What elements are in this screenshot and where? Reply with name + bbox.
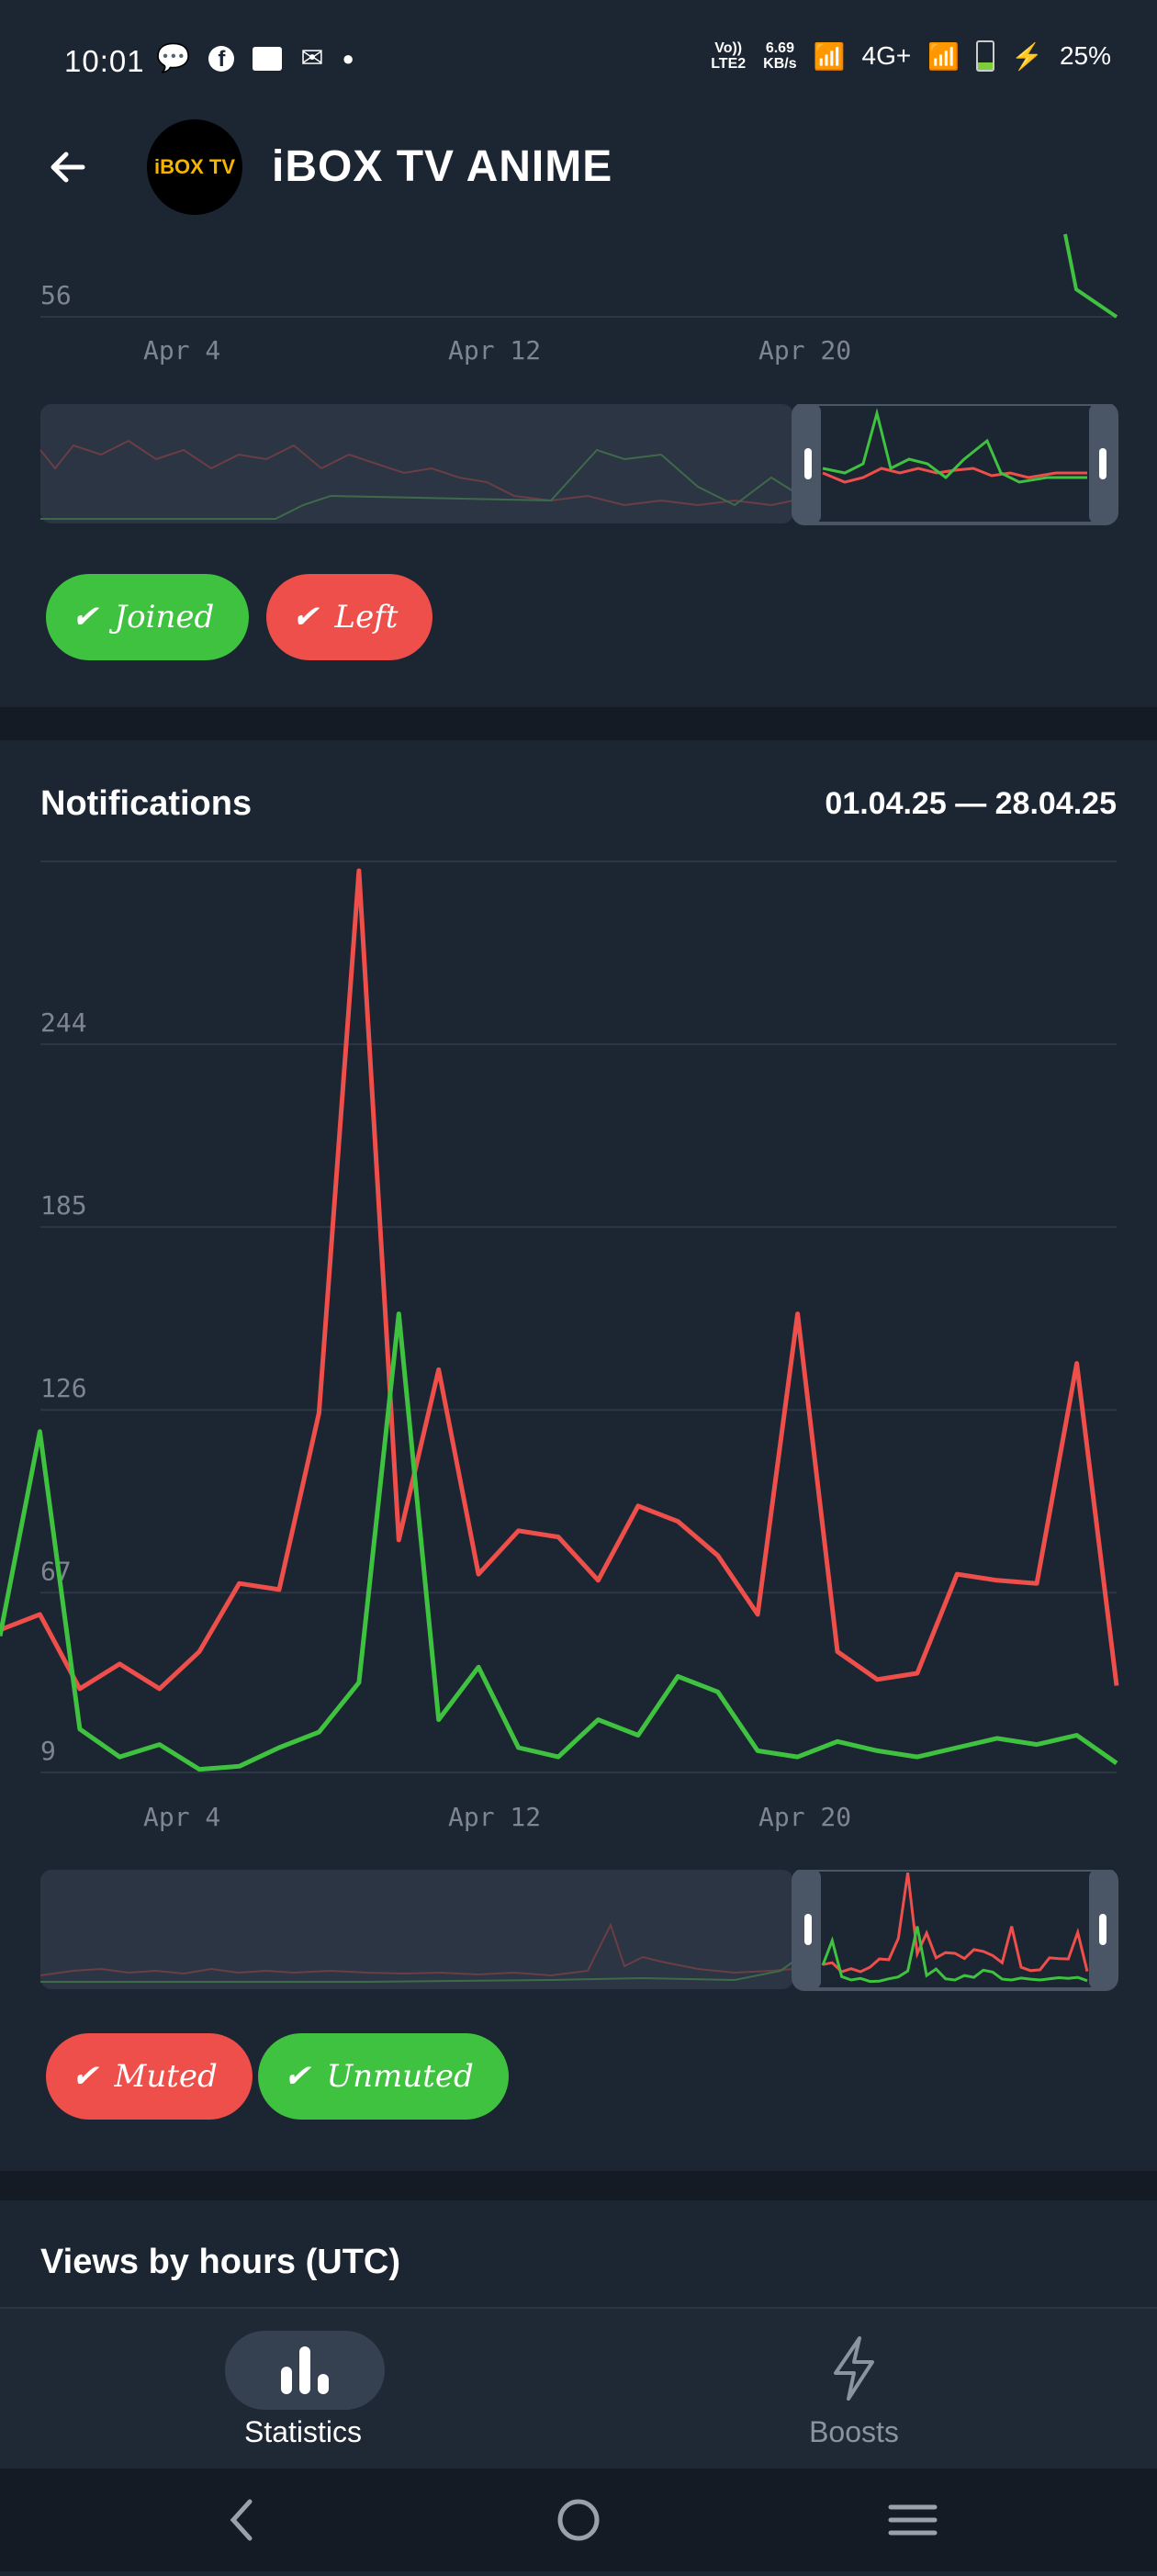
toggle-label: Unmuted (326, 2058, 474, 2095)
tab-boosts[interactable]: Boosts (578, 2309, 1157, 2470)
toggle-label: Joined (114, 599, 215, 636)
joined-toggle[interactable]: ✔ Joined (46, 574, 250, 660)
network-type: 4G+ (861, 41, 912, 70)
battery-icon (976, 40, 995, 72)
channel-title: iBOX TV ANIME (272, 142, 613, 191)
toggle-label: Left (334, 599, 399, 636)
series-line-unmuted (0, 1311, 1118, 1772)
notification-icons: 💬 f ✉ ● (156, 42, 354, 74)
joined-line (1063, 233, 1118, 319)
navigator-series-unmuted (821, 1926, 1088, 1984)
signal-icon: 📶 (813, 41, 846, 71)
check-icon: ✔ (284, 2058, 310, 2095)
section-divider (0, 2171, 1157, 2200)
charging-icon: ⚡ (1011, 41, 1043, 71)
y-tick-label: 303 (40, 854, 87, 855)
speed-value: 6.69 (765, 40, 794, 56)
check-icon: ✔ (72, 2058, 98, 2095)
check-icon: ✔ (72, 599, 98, 636)
volte-label: Vo)) LTE2 (711, 40, 747, 72)
signal-icon-2: 📶 (927, 41, 960, 71)
muted-toggle[interactable]: ✔ Muted (46, 2033, 253, 2120)
status-time: 10:01 (64, 44, 145, 78)
x-tick-label: Apr 4 (143, 1802, 220, 1832)
chat-icon: 💬 (156, 43, 191, 73)
statistics-tab-label: Statistics (243, 2415, 363, 2448)
notifications-panel: Notifications 01.04.25 — 28.04.25 303 244… (0, 740, 1157, 2171)
status-right: Vo)) LTE2 6.69 KB/s 📶 4G+ 📶 ⚡ 25% (710, 40, 1111, 72)
tab-statistics[interactable]: Statistics (0, 2309, 578, 2470)
bottom-navigation: Statistics Boosts (0, 2307, 1157, 2470)
followers-range-navigator[interactable] (0, 404, 1157, 533)
battery-percent: 25% (1059, 41, 1111, 70)
app-header: iBOX TV iBOX TV ANIME (0, 119, 1157, 230)
y-tick-label: 56 (40, 280, 72, 310)
back-arrow-icon (51, 152, 85, 183)
left-toggle[interactable]: ✔ Left (266, 574, 433, 660)
back-button[interactable] (40, 140, 95, 195)
boosts-tab-label: Boosts (809, 2415, 899, 2448)
bar-chart-icon (281, 2346, 329, 2394)
system-nav-icons (230, 2499, 938, 2541)
system-menu-icon[interactable] (888, 2504, 938, 2536)
system-back-icon[interactable] (230, 2499, 253, 2541)
x-tick-label: Apr 12 (448, 335, 542, 366)
status-bar: 10:01 💬 f ✉ ● Vo)) LTE2 6.69 KB/s 📶 4G+ … (0, 0, 1157, 119)
followers-chart-plot (40, 233, 1118, 319)
channel-avatar[interactable]: iBOX TV (147, 119, 242, 215)
navigator-dimmed-area (40, 1870, 793, 1989)
y-tick-label: 126 (40, 1373, 87, 1403)
followers-chart-panel: 56 Apr 4 Apr 12 Apr 20 ✔ Joined ✔ Left (0, 230, 1157, 707)
system-navigation-bar (0, 2469, 1157, 2571)
x-tick-label: Apr 4 (143, 335, 221, 366)
more-dot-icon: ● (342, 46, 354, 70)
system-home-icon[interactable] (557, 2499, 600, 2541)
section-divider (0, 707, 1157, 740)
app-icon (253, 46, 283, 71)
statistics-tab-pill (225, 2331, 385, 2410)
x-tick-label: Apr 20 (758, 1802, 851, 1832)
unmuted-toggle[interactable]: ✔ Unmuted (258, 2033, 509, 2120)
gmail-icon: ✉ (300, 43, 324, 73)
speed-indicator: 6.69 KB/s (763, 40, 796, 72)
views-by-hours-title: Views by hours (UTC) (40, 2243, 401, 2281)
date-range: 01.04.25 — 28.04.25 (825, 786, 1117, 821)
notifications-title: Notifications (40, 784, 253, 823)
facebook-icon: f (208, 45, 235, 72)
lightning-icon (826, 2334, 882, 2407)
notifications-range-navigator[interactable] (0, 1870, 1157, 1998)
x-tick-label: Apr 12 (448, 1802, 541, 1832)
x-tick-label: Apr 20 (758, 335, 852, 366)
navigator-series-muted (822, 1872, 1089, 1974)
y-tick-label: 244 (40, 1007, 87, 1038)
toggle-label: Muted (114, 2058, 218, 2095)
y-tick-label: 185 (40, 1190, 87, 1221)
navigator-window (792, 404, 1118, 525)
views-by-hours-panel: Views by hours (UTC) (0, 2200, 1157, 2307)
avatar-logo-text: iBOX TV (153, 155, 235, 178)
series-line-muted (0, 868, 1119, 1692)
navigator-dimmed-area (40, 404, 793, 523)
speed-unit: KB/s (763, 56, 797, 72)
y-tick-label: 9 (40, 1736, 56, 1766)
check-icon: ✔ (292, 599, 319, 636)
